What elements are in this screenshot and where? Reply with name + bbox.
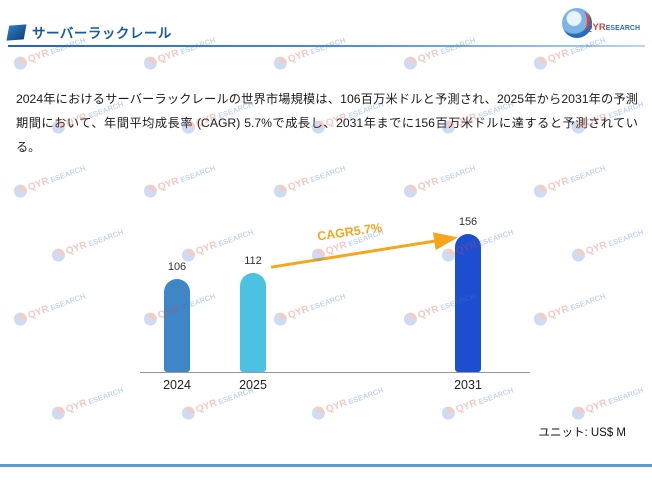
x-label-2031: 2031	[454, 378, 482, 392]
watermark: QYR ESEARCH	[12, 162, 87, 200]
watermark: QYR ESEARCH	[532, 162, 607, 200]
watermark-globe-icon	[402, 54, 419, 72]
watermark-globe-icon	[50, 404, 67, 422]
watermark: QYR ESEARCH	[570, 226, 645, 264]
watermark-text-blue: ESEARCH	[607, 385, 645, 407]
watermark-text-red: QYR	[286, 47, 311, 66]
watermark-text-red: QYR	[156, 47, 181, 66]
watermark-text-red: QYR	[416, 175, 441, 194]
globe-icon	[562, 8, 593, 38]
watermark-text-blue: ESEARCH	[49, 291, 87, 313]
title-accent-shape	[6, 24, 27, 41]
bar-value-2024: 106	[167, 260, 187, 273]
watermark: QYR ESEARCH	[570, 384, 645, 422]
cagr-arrow	[270, 232, 458, 269]
watermark-globe-icon	[272, 54, 289, 72]
watermark-text-red: QYR	[584, 239, 609, 258]
watermark-text-red: QYR	[26, 47, 51, 66]
watermark-globe-icon	[142, 54, 159, 72]
watermark-globe-icon	[570, 404, 587, 422]
watermark-text-blue: ESEARCH	[179, 163, 217, 185]
watermark-globe-icon	[310, 404, 327, 422]
footer-line	[0, 464, 652, 467]
watermark-globe-icon	[12, 310, 29, 328]
watermark-text-blue: ESEARCH	[309, 163, 347, 185]
watermark-text-blue: ESEARCH	[87, 385, 125, 407]
watermark-globe-icon	[12, 182, 29, 200]
watermark-text-red: QYR	[64, 239, 89, 258]
qyresearch-logo: QYRESEARCH	[562, 8, 640, 38]
watermark-text-red: QYR	[286, 175, 311, 194]
x-label-2024: 2024	[163, 378, 191, 392]
watermark-text-red: QYR	[156, 175, 181, 194]
bar-2025	[240, 273, 266, 372]
bar-value-2025: 112	[244, 255, 262, 268]
watermark-text-red: QYR	[546, 47, 571, 66]
watermark: QYR ESEARCH	[402, 34, 477, 72]
watermark-globe-icon	[180, 404, 197, 422]
logo-text-red: QYR	[585, 22, 606, 33]
bar-value-2031: 156	[458, 216, 478, 229]
watermark-text-red: QYR	[584, 397, 609, 416]
header-underline	[8, 45, 645, 47]
watermark-globe-icon	[440, 404, 457, 422]
watermark: QYR ESEARCH	[532, 290, 607, 328]
logo-text-blue: ESEARCH	[605, 25, 640, 32]
watermark-text-blue: ESEARCH	[87, 227, 125, 249]
watermark-text-blue: ESEARCH	[607, 227, 645, 249]
market-size-chart: 106 2024 112 2025 156 2031 CAGR5.7%	[140, 192, 540, 404]
watermark-text-blue: ESEARCH	[569, 163, 607, 185]
watermark-text-blue: ESEARCH	[439, 163, 477, 185]
watermark: QYR ESEARCH	[532, 34, 607, 72]
bar-2024	[164, 278, 190, 372]
watermark-globe-icon	[532, 54, 549, 72]
watermark-text-red: QYR	[416, 47, 441, 66]
watermark-text-blue: ESEARCH	[569, 291, 607, 313]
watermark-text-red: QYR	[64, 397, 89, 416]
unit-label: ユニット: US$ M	[538, 427, 626, 439]
x-label-2025: 2025	[239, 378, 267, 392]
x-axis-line	[140, 372, 530, 373]
watermark-globe-icon	[12, 54, 29, 72]
watermark-text-red: QYR	[26, 175, 51, 194]
bar-2031	[455, 234, 481, 372]
watermark-text-red: QYR	[546, 303, 571, 322]
watermark-globe-icon	[50, 246, 67, 264]
watermark: QYR ESEARCH	[50, 226, 125, 264]
watermark-text-red: QYR	[546, 175, 571, 194]
intro-paragraph: 2024年におけるサーバーラックレールの世界市場規模は、106百万米ドルと予測さ…	[16, 92, 638, 154]
watermark-text-blue: ESEARCH	[49, 163, 87, 185]
watermark: QYR ESEARCH	[50, 384, 125, 422]
watermark: QYR ESEARCH	[272, 34, 347, 72]
watermark-globe-icon	[570, 246, 587, 264]
logo-text: QYRESEARCH	[585, 17, 640, 35]
page-title: サーバーラックレール	[32, 26, 172, 41]
watermark-text-red: QYR	[26, 303, 51, 322]
watermark: QYR ESEARCH	[12, 290, 87, 328]
